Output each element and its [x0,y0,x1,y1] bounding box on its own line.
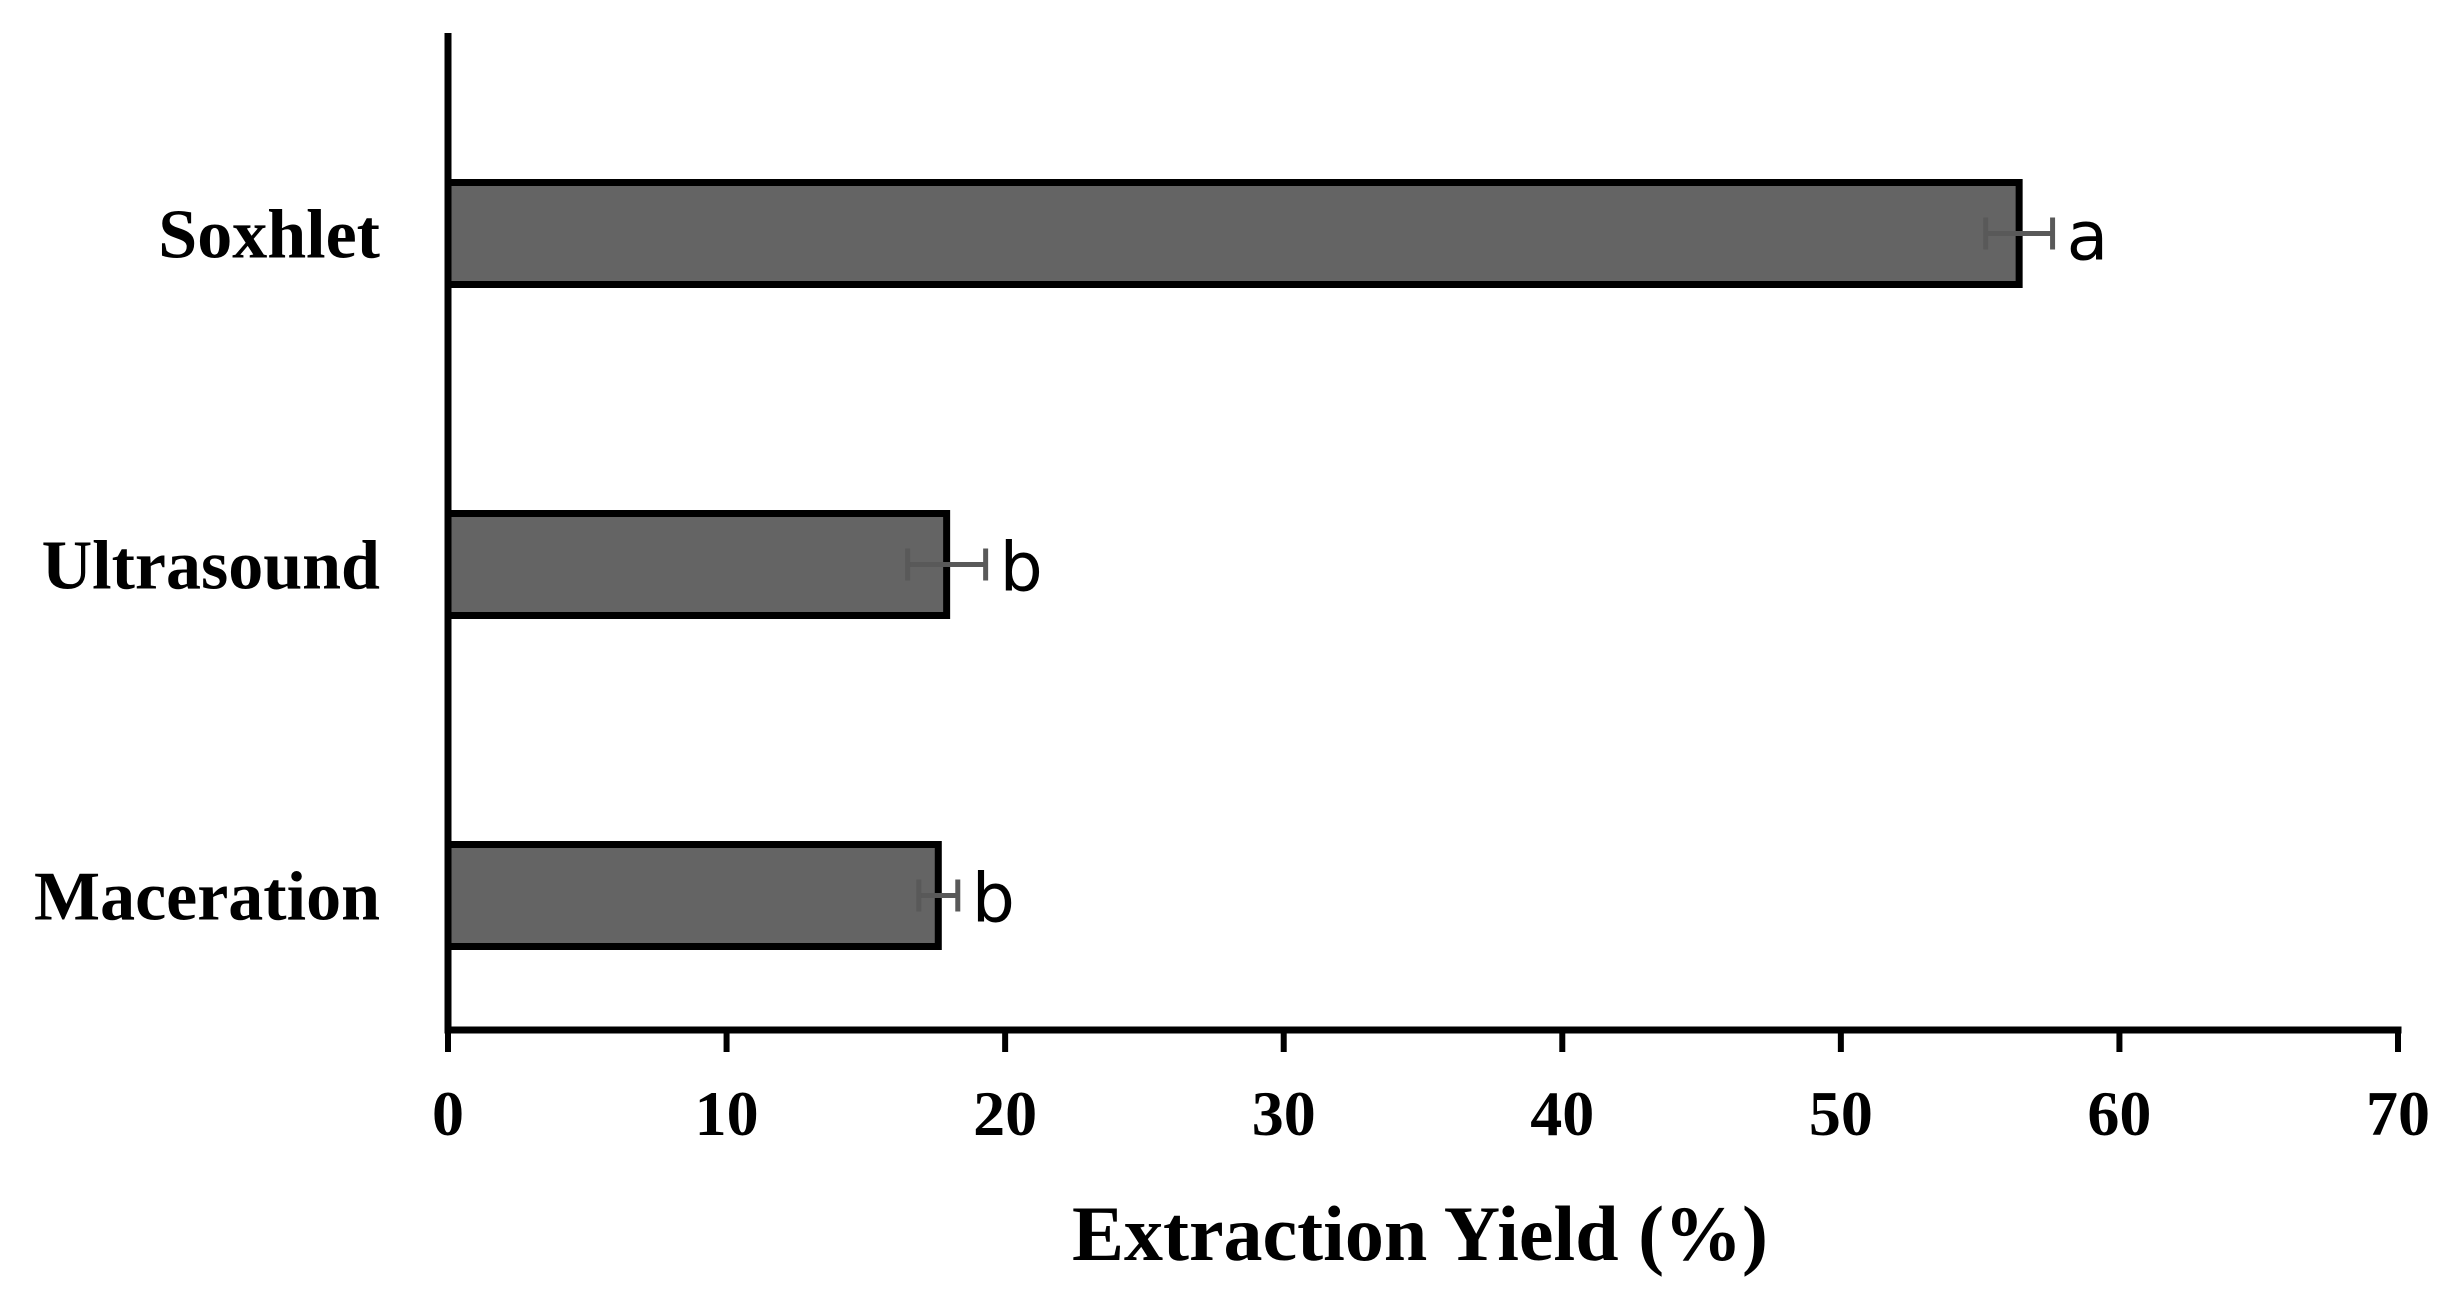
category-label: Soxhlet [158,197,380,274]
x-tick-label: 50 [1809,1078,1873,1149]
category-label: Ultrasound [42,528,380,605]
labels-layer: a Soxhlet b Ultrasound b Maceration 0 10 20 30 40 5… [34,197,2430,1150]
axes-layer [444,33,2402,1052]
x-tick-label: 70 [2366,1078,2430,1149]
x-axis-title: Extraction Yield (%) [1072,1190,1768,1277]
bar [444,841,942,950]
bar [444,179,2023,288]
x-tick-label: 40 [1530,1078,1594,1149]
x-tick-label: 10 [695,1078,759,1149]
significance-label: b [1000,529,1043,608]
significance-label: a [2067,198,2109,277]
bar [444,510,951,619]
x-tick-label: 0 [432,1078,464,1149]
x-tick-label: 20 [973,1078,1037,1149]
significance-label: b [972,860,1015,939]
bars-layer [444,179,2056,950]
x-tick-label: 60 [2087,1078,2151,1149]
x-tick-label: 30 [1252,1078,1316,1149]
category-label: Maceration [34,859,380,936]
